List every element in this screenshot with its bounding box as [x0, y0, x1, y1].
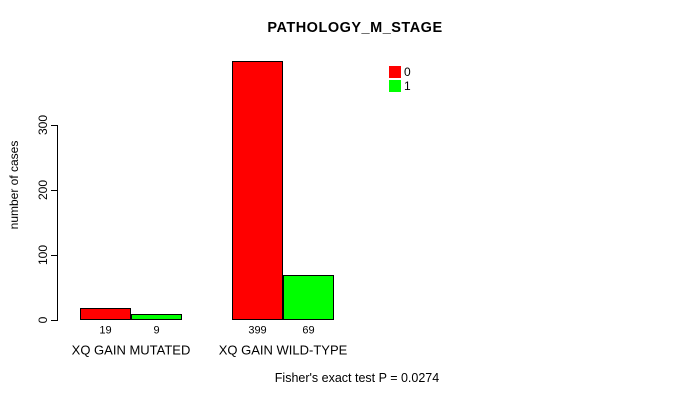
- chart-title: PATHOLOGY_M_STAGE: [267, 19, 443, 36]
- y-axis-tick-label: 300: [36, 114, 50, 136]
- y-axis-tick: [51, 125, 57, 126]
- y-axis-tick-label: 100: [36, 244, 50, 266]
- bar-xq-gain-mutated-series-1: [131, 314, 182, 320]
- legend-label: 1: [404, 79, 411, 93]
- legend-swatch-0: [389, 66, 401, 78]
- bar-xq-gain-wild-type-series-1: [283, 275, 334, 320]
- legend-swatch-1: [389, 80, 401, 92]
- bar-value-label: 69: [302, 324, 315, 337]
- y-axis-line: [57, 125, 58, 321]
- fisher-test-annotation: Fisher's exact test P = 0.0274: [274, 370, 440, 385]
- y-axis-tick-label: 200: [36, 179, 50, 201]
- y-axis-label: number of cases: [7, 140, 21, 230]
- bar-value-label: 19: [99, 324, 112, 337]
- y-axis-tick: [51, 255, 57, 256]
- bar-value-label: 399: [248, 324, 267, 337]
- bar-value-label: 9: [153, 324, 160, 337]
- legend-label: 0: [404, 65, 411, 79]
- bar-xq-gain-wild-type-series-0: [232, 60, 283, 320]
- y-axis-tick: [51, 190, 57, 191]
- y-axis-tick: [51, 320, 57, 321]
- bar-xq-gain-mutated-series-0: [80, 307, 131, 320]
- x-category-label: XQ GAIN MUTATED: [71, 342, 191, 358]
- y-axis-tick-label: 0: [36, 316, 50, 324]
- x-category-label: XQ GAIN WILD-TYPE: [218, 342, 348, 358]
